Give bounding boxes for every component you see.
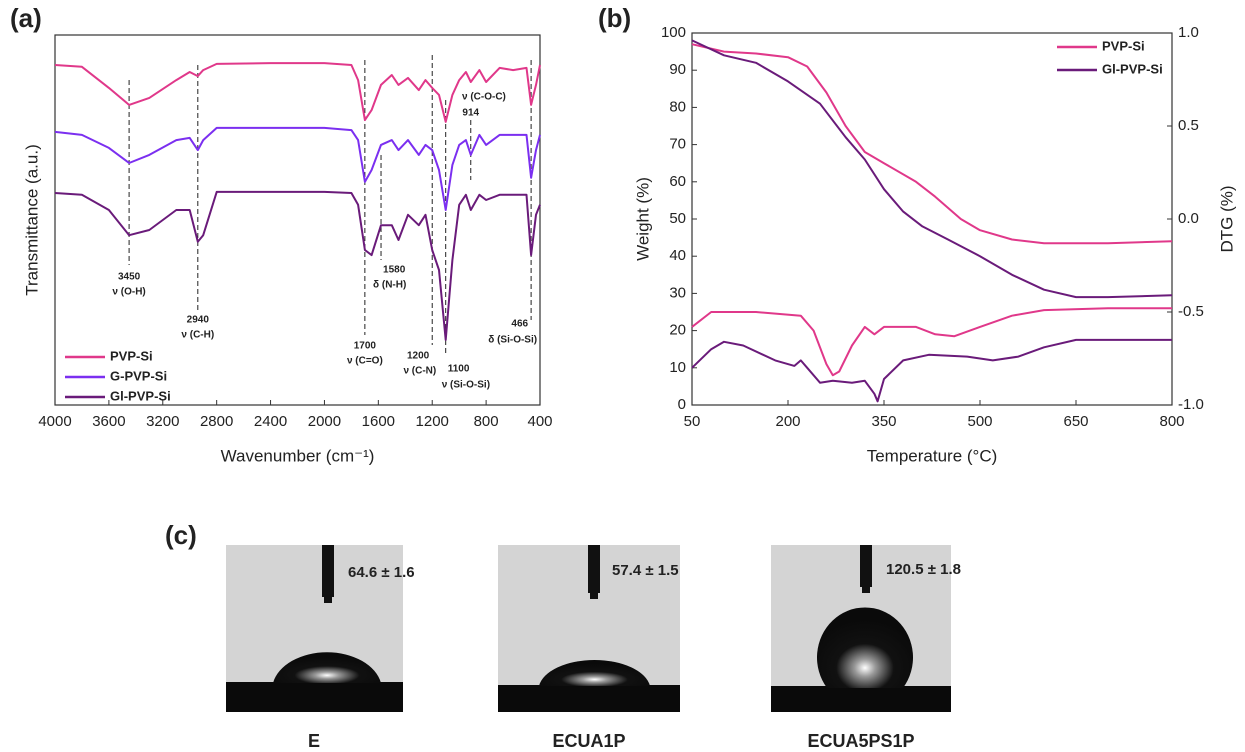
- contact-angle: 64.6 ± 1.6: [348, 564, 415, 581]
- x-axis-label: Wavenumber (cm⁻¹): [221, 446, 375, 465]
- x-tick-label: 400: [527, 413, 552, 430]
- annotation-text: ν (C=O): [347, 356, 383, 367]
- photo-caption: ECUA5PS1P: [807, 731, 914, 751]
- data-line: [691, 338, 1172, 403]
- plot-frame: [691, 32, 1173, 406]
- legend-label: Gl-PVP-Si: [1102, 61, 1163, 76]
- y-tick-label: 30: [669, 284, 686, 301]
- annotation-number: 1100: [448, 364, 470, 375]
- annotation-number: 1200: [407, 351, 430, 362]
- y-tick-label: 20: [669, 322, 686, 339]
- contact-angle: 57.4 ± 1.5: [612, 562, 679, 579]
- y-axis-label: Weight (%): [633, 177, 652, 261]
- x-tick-label: 3600: [92, 413, 125, 430]
- legend-label: Gl-PVP-Si: [110, 388, 171, 403]
- y2-tick-label: -1.0: [1178, 396, 1204, 413]
- x-tick-label: 1600: [362, 413, 395, 430]
- plot-frame: [54, 34, 541, 406]
- annotation-text: ν (O-H): [112, 287, 145, 298]
- data-line: [54, 126, 541, 211]
- photo: [498, 545, 680, 712]
- y-tick-label: 10: [669, 359, 686, 376]
- legend-label: G-PVP-Si: [110, 368, 167, 383]
- legend-label: PVP-Si: [110, 348, 153, 363]
- y2-axis-label: DTG (%): [1217, 185, 1236, 252]
- photo: [771, 545, 951, 712]
- annotation-number: 914: [462, 108, 479, 119]
- y-tick-label: 100: [661, 24, 686, 41]
- data-line: [691, 307, 1172, 377]
- y-tick-label: 90: [669, 61, 686, 78]
- x-tick-label: 350: [871, 413, 896, 430]
- annotation-number: 1580: [383, 265, 406, 276]
- panel-label: (c): [165, 520, 197, 550]
- data-line: [54, 190, 541, 341]
- panel-label: (b): [598, 3, 631, 33]
- x-tick-label: 3200: [146, 413, 179, 430]
- y2-tick-label: -0.5: [1178, 303, 1204, 320]
- y-tick-label: 70: [669, 136, 686, 153]
- x-tick-label: 1200: [416, 413, 449, 430]
- annotation-text: δ (Si-O-Si): [488, 335, 537, 346]
- annotation-number: 3450: [118, 272, 141, 283]
- x-tick-label: 800: [474, 413, 499, 430]
- photo-caption: E: [308, 731, 320, 751]
- x-axis-label: Temperature (°C): [867, 446, 998, 465]
- legend-label: PVP-Si: [1102, 38, 1145, 53]
- data-line: [691, 39, 1173, 299]
- y2-tick-label: 0.0: [1178, 210, 1199, 227]
- x-tick-label: 2800: [200, 413, 233, 430]
- panel-label: (a): [10, 3, 42, 33]
- annotation-text: ν (C-N): [403, 366, 436, 377]
- x-tick-label: 4000: [38, 413, 71, 430]
- x-tick-label: 800: [1159, 413, 1184, 430]
- data-line: [691, 43, 1173, 245]
- annotation-number: 466: [511, 319, 528, 330]
- annotation-number: 1700: [354, 341, 377, 352]
- y-tick-label: 50: [669, 210, 686, 227]
- annotation-text: ν (C-O-C): [462, 92, 506, 103]
- contact-angle: 120.5 ± 1.8: [886, 561, 961, 578]
- y-tick-label: 0: [678, 396, 686, 413]
- x-tick-label: 650: [1063, 413, 1088, 430]
- annotation-text: ν (Si-O-Si): [442, 380, 490, 391]
- x-tick-label: 50: [684, 413, 701, 430]
- y2-tick-label: 1.0: [1178, 24, 1199, 41]
- annotation-text: ν (C-H): [181, 330, 214, 341]
- x-tick-label: 2000: [308, 413, 341, 430]
- annotation-number: 2940: [187, 315, 210, 326]
- x-tick-label: 2400: [254, 413, 287, 430]
- y-tick-label: 80: [669, 98, 686, 115]
- photo: [226, 545, 403, 712]
- y-tick-label: 40: [669, 247, 686, 264]
- x-tick-label: 500: [967, 413, 992, 430]
- y2-tick-label: 0.5: [1178, 117, 1199, 134]
- photo-caption: ECUA1P: [552, 731, 625, 751]
- annotation-text: δ (N-H): [373, 280, 406, 291]
- y-axis-label: Transmittance (a.u.): [22, 144, 41, 295]
- y-tick-label: 60: [669, 173, 686, 190]
- x-tick-label: 200: [775, 413, 800, 430]
- data-line: [54, 62, 541, 123]
